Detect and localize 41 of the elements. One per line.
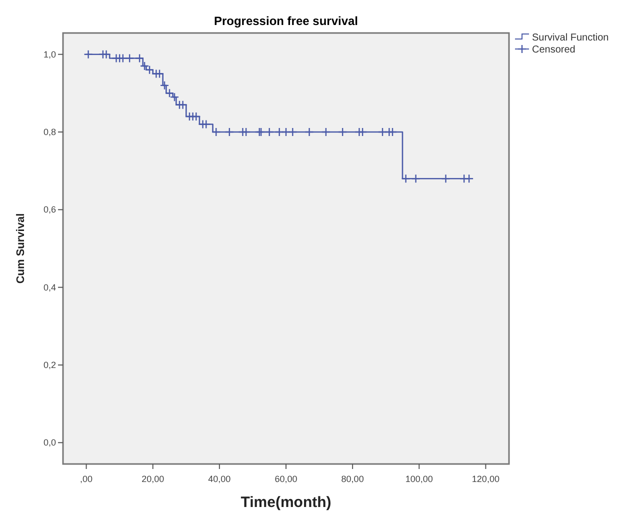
legend-label: Censored — [532, 44, 576, 56]
point — [321, 127, 331, 137]
x-tick-label: 60,00 — [274, 474, 298, 484]
x-tick-label: 80,00 — [341, 474, 364, 484]
point — [192, 112, 201, 122]
point — [124, 54, 134, 63]
point — [411, 174, 420, 184]
point — [264, 127, 274, 137]
point — [304, 127, 314, 137]
point — [160, 80, 170, 90]
y-tick-label: 0,8 — [43, 127, 56, 138]
point — [134, 54, 144, 63]
y-axis-title: Cum Survival — [15, 213, 27, 284]
point — [102, 50, 111, 59]
point — [274, 127, 284, 137]
point — [358, 127, 368, 137]
point — [224, 127, 234, 137]
x-axis-title: Time(month) — [240, 494, 332, 511]
point — [401, 174, 410, 184]
point — [281, 127, 291, 137]
x-tick-label: 40,00 — [208, 474, 231, 484]
y-tick-label: 1,0 — [43, 49, 56, 60]
point — [338, 127, 348, 137]
chart-title: Progression free survival — [214, 14, 358, 28]
point — [464, 174, 474, 184]
x-tick-label: ,00 — [80, 474, 93, 484]
x-tick-label: 120,00 — [472, 474, 500, 484]
y-tick-label: 0,0 — [43, 438, 56, 448]
point — [378, 127, 388, 137]
point — [288, 127, 298, 137]
point — [256, 127, 266, 137]
y-tick-label: 0,6 — [43, 204, 56, 215]
x-tick-label: 20,00 — [142, 474, 164, 484]
y-tick-label: 0,2 — [43, 360, 56, 370]
point — [212, 127, 221, 137]
point — [254, 127, 264, 137]
legend-label: Survival Function — [532, 32, 609, 44]
x-tick-label: 100,00 — [405, 474, 433, 484]
point — [241, 127, 251, 137]
point — [441, 174, 450, 184]
y-tick-label: 0,4 — [43, 282, 56, 292]
